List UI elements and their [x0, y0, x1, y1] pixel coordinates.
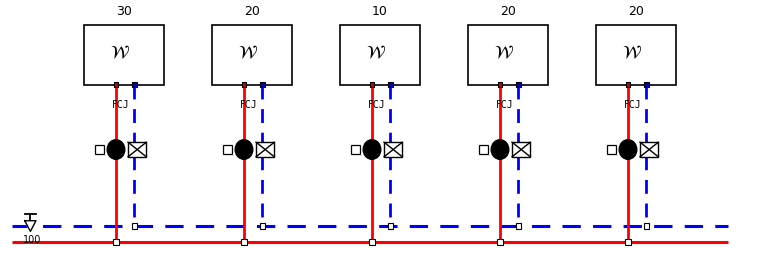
- Bar: [384, 142, 402, 157]
- Text: $\mathcal{W}$: $\mathcal{W}$: [110, 44, 130, 62]
- Text: 20: 20: [244, 5, 260, 18]
- Bar: [498, 82, 502, 87]
- Bar: [241, 239, 247, 245]
- Bar: [114, 82, 119, 87]
- Bar: [516, 82, 521, 87]
- Bar: [340, 25, 420, 85]
- Bar: [644, 223, 649, 229]
- Bar: [132, 82, 137, 87]
- Bar: [131, 223, 138, 229]
- Bar: [370, 82, 374, 87]
- Text: $\mathcal{W}$: $\mathcal{W}$: [494, 44, 514, 62]
- Bar: [260, 223, 265, 229]
- Bar: [256, 142, 274, 157]
- Bar: [640, 142, 658, 157]
- Text: FCJ: FCJ: [368, 100, 385, 110]
- Text: $\mathcal{W}$: $\mathcal{W}$: [366, 44, 386, 62]
- Text: 100: 100: [23, 235, 41, 245]
- Bar: [468, 25, 548, 85]
- Bar: [480, 145, 488, 154]
- Text: FCJ: FCJ: [496, 100, 514, 110]
- Bar: [351, 145, 360, 154]
- Text: 20: 20: [500, 5, 516, 18]
- Bar: [212, 25, 292, 85]
- Circle shape: [363, 140, 381, 159]
- Bar: [260, 82, 264, 87]
- Bar: [242, 82, 246, 87]
- Bar: [95, 145, 104, 154]
- Bar: [515, 223, 521, 229]
- Bar: [128, 142, 147, 157]
- Bar: [625, 82, 630, 87]
- Bar: [113, 239, 119, 245]
- Text: $\mathcal{W}$: $\mathcal{W}$: [238, 44, 258, 62]
- Bar: [84, 25, 164, 85]
- Text: 10: 10: [372, 5, 388, 18]
- Bar: [644, 82, 648, 87]
- Text: 20: 20: [628, 5, 644, 18]
- Text: 30: 30: [116, 5, 132, 18]
- Circle shape: [491, 140, 508, 159]
- Circle shape: [107, 140, 125, 159]
- Text: FCJ: FCJ: [112, 100, 130, 110]
- Bar: [497, 239, 503, 245]
- Text: $\mathcal{W}$: $\mathcal{W}$: [622, 44, 642, 62]
- Text: FCJ: FCJ: [240, 100, 258, 110]
- Bar: [596, 25, 676, 85]
- Bar: [607, 145, 616, 154]
- Bar: [388, 82, 393, 87]
- Bar: [512, 142, 530, 157]
- Circle shape: [235, 140, 253, 159]
- Bar: [369, 239, 375, 245]
- Bar: [625, 239, 631, 245]
- Circle shape: [619, 140, 637, 159]
- Text: FCJ: FCJ: [624, 100, 641, 110]
- Bar: [388, 223, 393, 229]
- Bar: [223, 145, 232, 154]
- Polygon shape: [25, 221, 36, 231]
